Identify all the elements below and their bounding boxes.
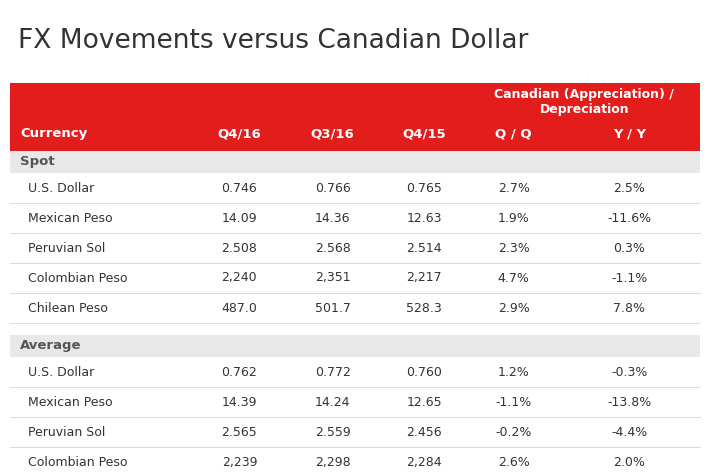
Text: 7.8%: 7.8% [613, 301, 645, 315]
Text: Currency: Currency [20, 128, 87, 140]
Text: 2.514: 2.514 [406, 242, 442, 254]
Bar [10, 387, 700, 417]
Text: 14.39: 14.39 [222, 395, 257, 409]
Text: Canadian (Appreciation) /
Depreciation: Canadian (Appreciation) / Depreciation [494, 88, 674, 116]
Bar [10, 263, 700, 293]
Text: -1.1%: -1.1% [611, 272, 648, 284]
Text: 2.565: 2.565 [222, 426, 257, 438]
Text: 2.568: 2.568 [315, 242, 351, 254]
Bar [10, 417, 700, 447]
Bar [10, 323, 700, 335]
Bar [10, 357, 700, 387]
Text: 501.7: 501.7 [315, 301, 351, 315]
Text: 0.762: 0.762 [222, 366, 257, 378]
Text: 2,298: 2,298 [315, 455, 351, 468]
Text: -4.4%: -4.4% [611, 426, 648, 438]
Text: 2,351: 2,351 [315, 272, 351, 284]
Text: 2.6%: 2.6% [498, 455, 530, 468]
Bar [10, 203, 700, 233]
Text: 14.24: 14.24 [315, 395, 350, 409]
Bar [10, 447, 700, 473]
Text: 0.760: 0.760 [406, 366, 442, 378]
Text: 2.559: 2.559 [315, 426, 351, 438]
Text: -1.1%: -1.1% [496, 395, 532, 409]
Text: 2.5%: 2.5% [613, 182, 645, 194]
Text: 4.7%: 4.7% [498, 272, 530, 284]
Text: 0.746: 0.746 [222, 182, 257, 194]
Text: 0.772: 0.772 [315, 366, 351, 378]
Text: 14.09: 14.09 [222, 211, 257, 225]
Text: 2.7%: 2.7% [498, 182, 530, 194]
Text: 2.508: 2.508 [222, 242, 257, 254]
Text: 14.36: 14.36 [315, 211, 350, 225]
Text: Q / Q: Q / Q [496, 128, 532, 140]
Text: -13.8%: -13.8% [607, 395, 651, 409]
Text: -0.3%: -0.3% [611, 366, 648, 378]
Text: Peruvian Sol: Peruvian Sol [28, 242, 105, 254]
Bar [10, 83, 700, 151]
Text: FX Movements versus Canadian Dollar: FX Movements versus Canadian Dollar [18, 28, 528, 54]
Bar [10, 335, 700, 357]
Text: Mexican Peso: Mexican Peso [28, 395, 113, 409]
Text: Q3/16: Q3/16 [311, 128, 354, 140]
Text: 2,284: 2,284 [406, 455, 442, 468]
Text: Q4/16: Q4/16 [217, 128, 261, 140]
Text: 2,239: 2,239 [222, 455, 257, 468]
Text: Peruvian Sol: Peruvian Sol [28, 426, 105, 438]
Text: -11.6%: -11.6% [607, 211, 651, 225]
Text: 0.765: 0.765 [406, 182, 442, 194]
Text: Q4/15: Q4/15 [402, 128, 446, 140]
Text: Colombian Peso: Colombian Peso [28, 455, 128, 468]
Text: Y / Y: Y / Y [613, 128, 646, 140]
Text: 2.3%: 2.3% [498, 242, 530, 254]
Text: 0.766: 0.766 [315, 182, 351, 194]
Bar [10, 233, 700, 263]
Bar [10, 173, 700, 203]
Text: 487.0: 487.0 [222, 301, 257, 315]
Text: 1.9%: 1.9% [498, 211, 530, 225]
Text: 2.0%: 2.0% [613, 455, 645, 468]
Text: 2,217: 2,217 [406, 272, 442, 284]
Bar [10, 293, 700, 323]
Text: -0.2%: -0.2% [496, 426, 532, 438]
Text: Average: Average [20, 340, 82, 352]
Text: Spot: Spot [20, 156, 55, 168]
Text: 2.9%: 2.9% [498, 301, 530, 315]
Text: Colombian Peso: Colombian Peso [28, 272, 128, 284]
Text: 528.3: 528.3 [406, 301, 442, 315]
Text: U.S. Dollar: U.S. Dollar [28, 366, 94, 378]
Text: 12.63: 12.63 [406, 211, 442, 225]
Text: 2,240: 2,240 [222, 272, 257, 284]
Text: 0.3%: 0.3% [613, 242, 645, 254]
Text: Chilean Peso: Chilean Peso [28, 301, 108, 315]
Bar [10, 151, 700, 173]
Text: 1.2%: 1.2% [498, 366, 530, 378]
Text: 2.456: 2.456 [406, 426, 442, 438]
Text: 12.65: 12.65 [406, 395, 442, 409]
Text: U.S. Dollar: U.S. Dollar [28, 182, 94, 194]
Text: Mexican Peso: Mexican Peso [28, 211, 113, 225]
